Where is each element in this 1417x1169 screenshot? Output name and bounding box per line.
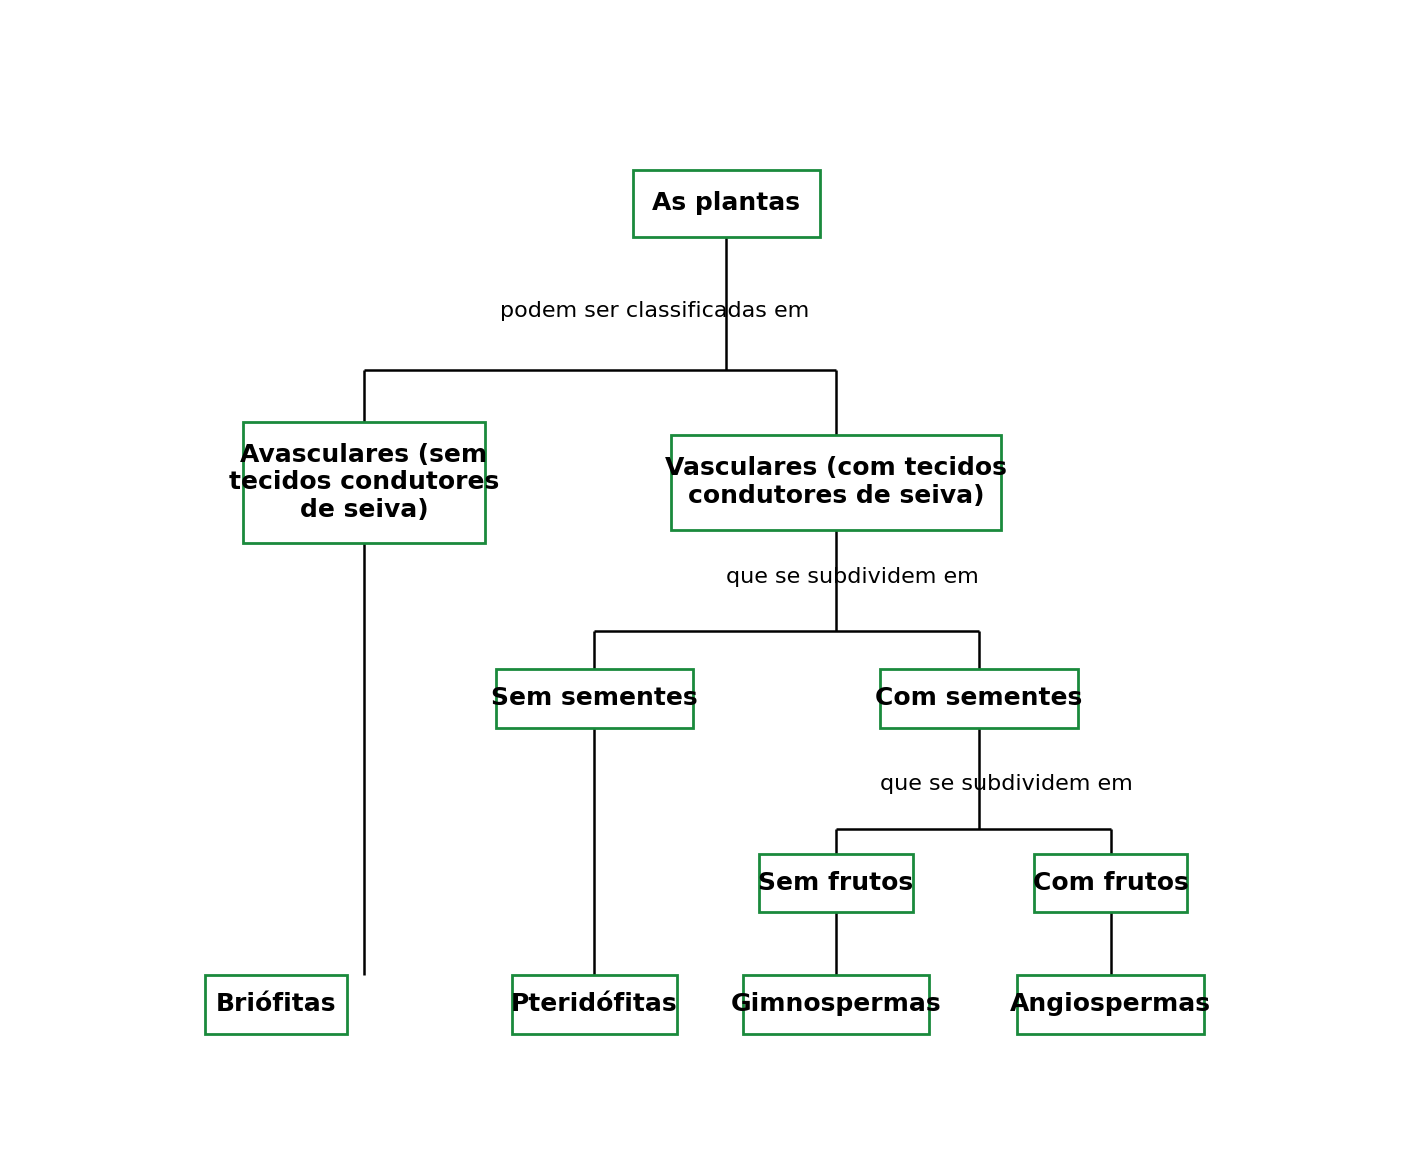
Text: Com frutos: Com frutos <box>1033 871 1189 895</box>
Text: Sem frutos: Sem frutos <box>758 871 914 895</box>
Text: podem ser classificadas em: podem ser classificadas em <box>500 302 809 321</box>
FancyBboxPatch shape <box>743 975 930 1033</box>
FancyBboxPatch shape <box>244 422 485 544</box>
FancyBboxPatch shape <box>204 975 347 1033</box>
FancyBboxPatch shape <box>1034 853 1187 912</box>
FancyBboxPatch shape <box>672 435 1000 530</box>
Text: Avasculares (sem
tecidos condutores
de seiva): Avasculares (sem tecidos condutores de s… <box>228 443 499 523</box>
Text: As plantas: As plantas <box>652 192 801 215</box>
FancyBboxPatch shape <box>880 669 1078 727</box>
FancyBboxPatch shape <box>1017 975 1204 1033</box>
Text: que se subdividem em: que se subdividem em <box>880 774 1132 794</box>
Text: Vasculares (com tecidos
condutores de seiva): Vasculares (com tecidos condutores de se… <box>665 456 1007 509</box>
FancyBboxPatch shape <box>633 170 819 237</box>
FancyBboxPatch shape <box>496 669 693 727</box>
Text: Com sementes: Com sementes <box>876 686 1083 711</box>
Text: Sem sementes: Sem sementes <box>492 686 697 711</box>
FancyBboxPatch shape <box>512 975 677 1033</box>
FancyBboxPatch shape <box>760 853 913 912</box>
Text: Briófitas: Briófitas <box>215 992 336 1016</box>
Text: Gimnospermas: Gimnospermas <box>731 992 941 1016</box>
Text: que se subdividem em: que se subdividem em <box>726 567 979 587</box>
Text: Angiospermas: Angiospermas <box>1010 992 1212 1016</box>
Text: Pteridófitas: Pteridófitas <box>512 992 677 1016</box>
